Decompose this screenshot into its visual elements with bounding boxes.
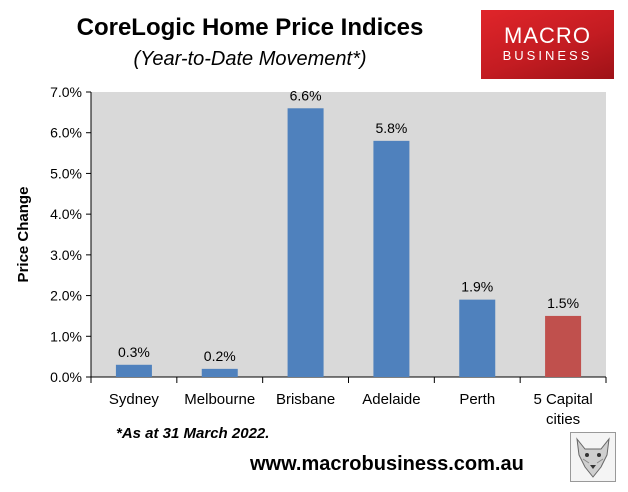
category-label: 5 Capital	[533, 391, 592, 408]
plot-area	[91, 92, 606, 377]
data-label: 0.2%	[204, 348, 236, 364]
y-tick-label: 0.0%	[50, 369, 82, 385]
chart-subtitle: (Year-to-Date Movement*)	[133, 48, 367, 70]
category-label: Brisbane	[276, 391, 335, 408]
chart-title: CoreLogic Home Price Indices	[76, 14, 424, 41]
y-tick-label: 1.0%	[50, 328, 82, 344]
y-tick-label: 6.0%	[50, 125, 82, 141]
data-label: 1.5%	[547, 295, 579, 311]
logo-line-1: MACRO	[504, 23, 591, 48]
logo-line-2: BUSINESS	[502, 48, 593, 63]
data-label: 1.9%	[461, 279, 493, 295]
source-url: www.macrobusiness.com.au	[250, 453, 524, 475]
macrobusiness-logo: MACRO BUSINESS	[481, 10, 614, 79]
bar-3	[287, 108, 324, 378]
bar-5	[459, 299, 496, 377]
y-tick-label: 2.0%	[50, 288, 82, 304]
y-axis-title: Price Change	[15, 187, 32, 283]
bar-6	[545, 315, 582, 377]
bar-2	[201, 368, 238, 377]
y-tick-label: 3.0%	[50, 247, 82, 263]
data-label: 5.8%	[375, 120, 407, 136]
bar-1	[115, 364, 152, 377]
category-label: Melbourne	[184, 391, 255, 408]
wolf-mascot-icon	[570, 432, 616, 482]
data-label: 6.6%	[290, 87, 322, 103]
category-label: Perth	[459, 391, 495, 408]
category-label: Adelaide	[362, 391, 420, 408]
y-tick-label: 5.0%	[50, 165, 82, 181]
footnote: *As at 31 March 2022.	[116, 425, 270, 442]
category-label: cities	[546, 411, 580, 428]
bar-4	[373, 140, 410, 377]
category-label: Sydney	[109, 391, 160, 408]
y-tick-label: 4.0%	[50, 206, 82, 222]
y-tick-label: 7.0%	[50, 84, 82, 100]
data-label: 0.3%	[118, 344, 150, 360]
